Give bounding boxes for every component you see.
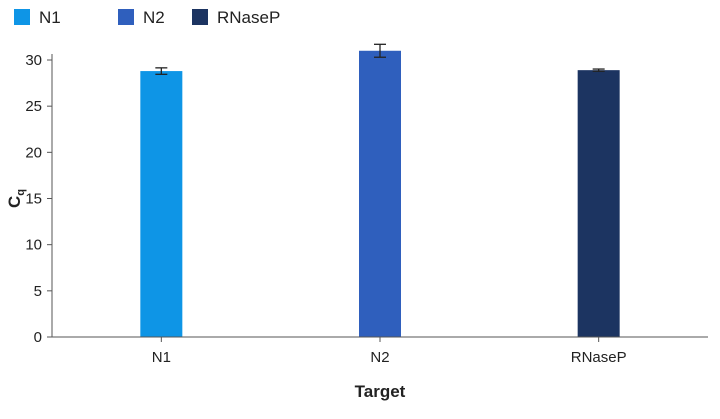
bar-n2 [359,50,401,338]
bars [140,43,620,338]
y-axis-ticks: 0 5 10 15 20 25 30 [25,52,52,346]
legend: N1 N2 RNaseP [14,8,280,27]
legend-item-rnasep: RNaseP [192,8,280,27]
x-tick-label: N1 [152,349,171,366]
error-bar-n2 [374,43,386,58]
bar-n1 [140,71,183,337]
bar-rnasep [577,70,620,337]
y-tick-label: 30 [25,52,42,69]
y-tick-label: 0 [34,329,42,346]
y-axis-title-main: C [5,196,24,208]
x-tick-label: RNaseP [571,349,627,366]
y-tick-label: 10 [25,237,42,254]
error-bar-n1 [155,67,168,75]
x-axis-ticks: N1 N2 RNaseP [152,337,627,366]
legend-label: RNaseP [217,8,280,27]
legend-swatch [192,9,208,25]
y-tick-label: 20 [25,144,42,161]
legend-item-n2: N2 [118,8,165,27]
y-axis-title: Cq [5,189,27,208]
y-axis-title-subscript: q [15,189,27,196]
x-axis-title: Target [355,382,406,401]
legend-label: N2 [143,8,165,27]
error-bar-rnasep [592,68,605,72]
legend-item-n1: N1 [14,8,61,27]
legend-swatch [118,9,134,25]
legend-label: N1 [39,8,61,27]
legend-swatch [14,9,30,25]
y-tick-label: 5 [34,283,42,300]
x-tick-label: N2 [370,349,389,366]
y-tick-label: 25 [25,98,42,115]
y-tick-label: 15 [25,191,42,208]
